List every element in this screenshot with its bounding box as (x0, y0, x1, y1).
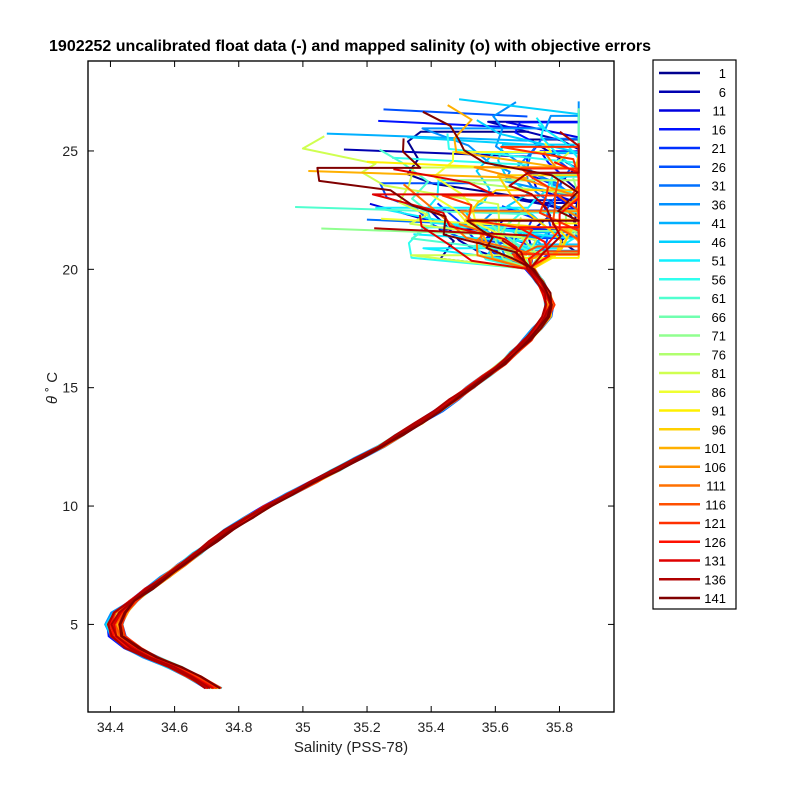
profile-lines (104, 98, 580, 690)
legend-label-136: 136 (704, 572, 726, 587)
series-intrusion-26 (383, 108, 528, 118)
legend-label-126: 126 (704, 535, 726, 550)
legend-label-131: 131 (704, 554, 726, 569)
svg-text:θ˚ C: θ ˚ C (44, 372, 61, 404)
x-axis-label: Salinity (PSS-78) (294, 739, 408, 756)
legend-label-11: 11 (713, 104, 727, 119)
legend-label-31: 31 (712, 179, 726, 194)
legend-label-86: 86 (712, 385, 726, 400)
legend-label-41: 41 (712, 216, 726, 231)
plot-border (87, 60, 615, 713)
x-tick-label: 35.4 (418, 719, 445, 735)
series-intrusion-41 (326, 132, 528, 142)
legend-label-56: 56 (712, 272, 726, 287)
legend-label-91: 91 (712, 404, 726, 419)
x-tick-label: 34.6 (161, 719, 188, 735)
y-axis-label-unit: ˚ C (44, 372, 61, 392)
legend-label-6: 6 (719, 85, 726, 100)
x-tick-label: 34.8 (225, 719, 252, 735)
series-intrusion-56 (392, 156, 528, 166)
legend-label-96: 96 (712, 422, 726, 437)
series-intrusion-136 (374, 227, 528, 237)
legend-label-106: 106 (704, 460, 726, 475)
x-ticks: 34.4 34.6 34.8 35 35.2 35.4 35.6 35.8 (97, 61, 573, 735)
legend-label-121: 121 (704, 516, 726, 531)
plot-area: 34.4 34.6 34.8 35 35.2 35.4 35.6 35.8 5 10 15 20 25 (62, 60, 615, 735)
series-line-136 (110, 130, 580, 690)
legend-label-36: 36 (712, 197, 726, 212)
x-tick-label: 34.4 (97, 719, 124, 735)
series-intrusion-6 (343, 148, 528, 158)
series-intrusion-46 (407, 136, 528, 146)
x-tick-label: 35.6 (482, 719, 509, 735)
legend-label-101: 101 (704, 441, 726, 456)
legend-label-141: 141 (704, 591, 726, 606)
y-tick-label: 10 (62, 498, 78, 514)
y-tick-label: 5 (70, 616, 78, 632)
legend-label-46: 46 (712, 235, 726, 250)
y-tick-label: 20 (62, 261, 78, 277)
legend-label-81: 81 (712, 366, 726, 381)
y-tick-label: 15 (62, 380, 78, 396)
legend-label-61: 61 (712, 291, 726, 306)
legend-label-71: 71 (712, 329, 726, 344)
y-axis-label: θ ˚ C (44, 372, 61, 404)
chart-title: 1902252 uncalibrated float data (-) and … (49, 38, 651, 55)
x-tick-label: 35.2 (353, 719, 380, 735)
y-ticks: 5 10 15 20 25 (62, 143, 614, 632)
legend-label-26: 26 (712, 160, 726, 175)
legend-label-66: 66 (712, 310, 726, 325)
series-intrusion-101 (308, 170, 528, 180)
x-tick-label: 35.8 (546, 719, 573, 735)
legend-label-76: 76 (712, 347, 726, 362)
x-tick-label: 35 (295, 719, 311, 735)
legend-label-111: 111 (706, 479, 726, 494)
legend-label-116: 116 (705, 497, 726, 512)
y-tick-label: 25 (62, 143, 78, 159)
series-intrusion-61 (295, 206, 528, 216)
legend-label-21: 21 (712, 141, 726, 156)
y-axis-label-symbol: θ (44, 396, 61, 404)
legend-label-1: 1 (719, 66, 726, 81)
legend: 1611162126313641465156616671768186919610… (652, 59, 737, 610)
series-line-141 (118, 138, 553, 690)
legend-label-51: 51 (712, 254, 726, 269)
series-line-136 (106, 239, 547, 690)
legend-label-16: 16 (712, 122, 726, 137)
